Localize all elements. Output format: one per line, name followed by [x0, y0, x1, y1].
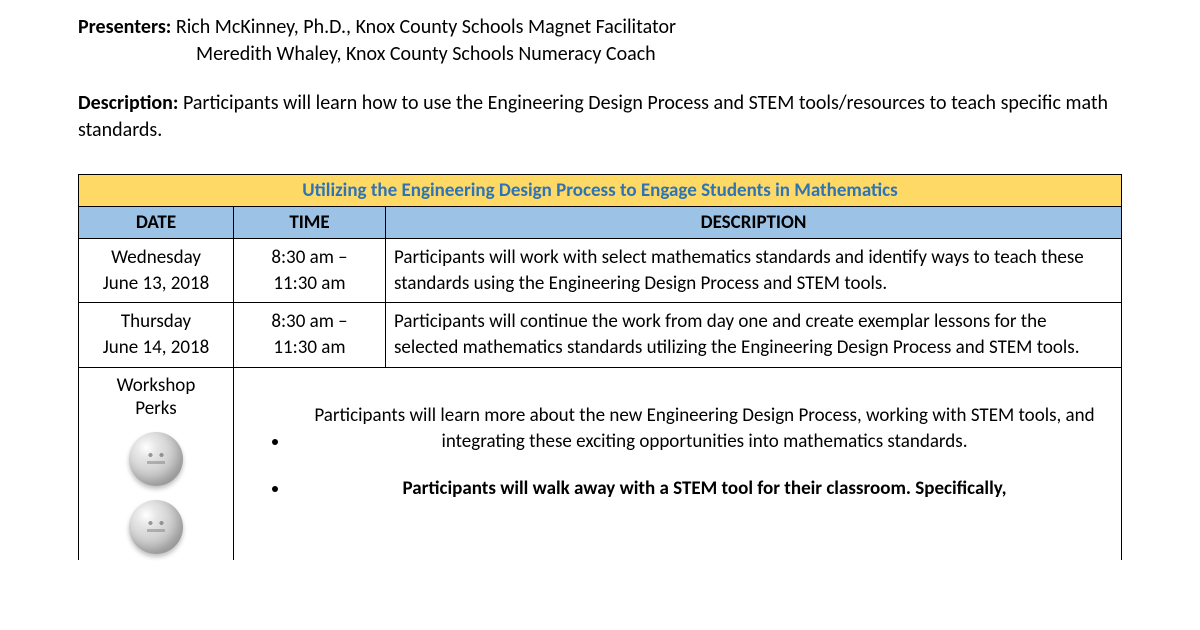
presenter-2: Meredith Whaley, Knox County Schools Num…	[78, 42, 656, 66]
perks-label-line2: Perks	[135, 397, 176, 420]
date-line2: June 14, 2018	[103, 336, 210, 359]
date-cell: Wednesday June 13, 2018	[79, 239, 234, 303]
table-row: Thursday June 14, 2018 8:30 am – 11:30 a…	[79, 303, 1122, 367]
presenters-label: Presenters:	[78, 15, 171, 39]
presenter-1: Rich McKinney, Ph.D., Knox County School…	[171, 15, 676, 39]
table-header-row: DATE TIME DESCRIPTION	[79, 207, 1122, 239]
presenters-block: Presenters: Rich McKinney, Ph.D., Knox C…	[78, 14, 1122, 68]
perks-row: Workshop Perks Participants will learn m…	[79, 367, 1122, 560]
header-description: DESCRIPTION	[386, 207, 1122, 239]
time-cell: 8:30 am – 11:30 am	[234, 239, 386, 303]
time-line1: 8:30 am –	[271, 246, 347, 269]
header-date: DATE	[79, 207, 234, 239]
schedule-table: Utilizing the Engineering Design Process…	[78, 174, 1122, 560]
table-title-row: Utilizing the Engineering Design Process…	[79, 175, 1122, 207]
perks-label-cell: Workshop Perks	[79, 367, 234, 560]
time-line1: 8:30 am –	[271, 310, 347, 333]
sphere-icon	[129, 500, 183, 554]
time-cell: 8:30 am – 11:30 am	[234, 303, 386, 367]
sphere-image-stack	[87, 432, 225, 554]
description-label: Description:	[78, 91, 178, 115]
date-cell: Thursday June 14, 2018	[79, 303, 234, 367]
header-time: TIME	[234, 207, 386, 239]
date-line1: Thursday	[121, 310, 191, 333]
table-row: Wednesday June 13, 2018 8:30 am – 11:30 …	[79, 239, 1122, 303]
perks-item-text: Participants will walk away with a STEM …	[403, 476, 1007, 502]
perks-item: Participants will learn more about the n…	[290, 403, 1111, 476]
perks-desc-cell: Participants will learn more about the n…	[234, 367, 1122, 560]
perks-item: Participants will walk away with a STEM …	[290, 476, 1111, 524]
desc-cell: Participants will continue the work from…	[386, 303, 1122, 367]
date-line1: Wednesday	[111, 246, 201, 269]
perks-list: Participants will learn more about the n…	[242, 403, 1111, 524]
description-text: Participants will learn how to use the E…	[78, 91, 1108, 142]
date-line2: June 13, 2018	[103, 272, 210, 295]
desc-cell: Participants will work with select mathe…	[386, 239, 1122, 303]
perks-label-line1: Workshop	[117, 374, 196, 397]
document-page: Presenters: Rich McKinney, Ph.D., Knox C…	[0, 0, 1200, 560]
table-title: Utilizing the Engineering Design Process…	[79, 175, 1122, 207]
perks-item-text: Participants will learn more about the n…	[298, 403, 1111, 454]
sphere-icon	[129, 432, 183, 486]
time-line2: 11:30 am	[273, 336, 345, 359]
time-line2: 11:30 am	[273, 272, 345, 295]
description-block: Description: Participants will learn how…	[78, 90, 1122, 144]
